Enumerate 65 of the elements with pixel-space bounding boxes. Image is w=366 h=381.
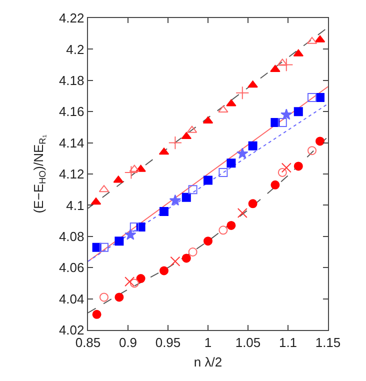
point — [218, 106, 228, 113]
y-tick-label: 4.18 — [58, 72, 84, 88]
point — [316, 93, 324, 102]
point — [114, 236, 124, 246]
y-tick-label: 4.2 — [66, 42, 84, 57]
y-tick-label: 4.06 — [58, 260, 84, 276]
point — [278, 168, 287, 177]
point — [218, 226, 228, 235]
point — [294, 107, 303, 116]
x-tick-label: 0.9 — [118, 334, 138, 350]
point — [124, 166, 138, 180]
point — [114, 292, 124, 302]
point — [182, 192, 191, 202]
point — [226, 158, 236, 168]
point — [160, 206, 168, 216]
point — [278, 118, 287, 128]
point — [130, 278, 139, 288]
y-tick-label: 4.22 — [58, 10, 84, 26]
point — [280, 108, 292, 120]
point — [270, 180, 280, 190]
x-tick-label: 0.95 — [155, 334, 181, 350]
point — [308, 146, 316, 156]
x-axis-title: n λ/2 — [194, 354, 222, 370]
line-series — [88, 136, 328, 314]
point — [248, 199, 258, 208]
y-tick-label: 4.12 — [58, 166, 84, 182]
point — [168, 136, 182, 150]
point — [308, 93, 316, 102]
point — [236, 148, 248, 159]
point — [248, 141, 258, 150]
x-tick-label: 1.1 — [278, 334, 298, 350]
point — [92, 310, 102, 319]
y-tick-label: 4.04 — [58, 291, 84, 306]
point — [294, 162, 303, 171]
x-tick-label: 1.15 — [315, 334, 341, 350]
y-tick-label: 4.16 — [58, 104, 84, 120]
point — [204, 176, 212, 185]
point — [169, 194, 182, 206]
point — [170, 256, 180, 266]
point — [124, 276, 135, 287]
y-tick-label: 4.14 — [58, 135, 84, 150]
y-tick-label: 4.08 — [58, 228, 84, 244]
x-tick-label: 1 — [204, 334, 212, 350]
point — [248, 80, 258, 88]
y-tick-label: 4.1 — [66, 198, 84, 213]
point — [100, 292, 108, 302]
point — [130, 222, 139, 232]
point — [237, 208, 248, 218]
point — [204, 236, 212, 246]
point — [226, 99, 236, 106]
point — [160, 266, 168, 276]
point — [124, 228, 136, 240]
point — [226, 220, 236, 230]
x-tick-label: 1.05 — [235, 334, 261, 350]
point — [100, 242, 108, 252]
point — [280, 58, 294, 72]
point — [182, 254, 191, 263]
point — [188, 185, 198, 194]
point — [136, 274, 146, 284]
point — [188, 248, 198, 256]
point — [281, 162, 292, 173]
point — [316, 136, 324, 146]
point — [236, 86, 250, 100]
point — [270, 64, 280, 72]
point — [218, 168, 228, 177]
